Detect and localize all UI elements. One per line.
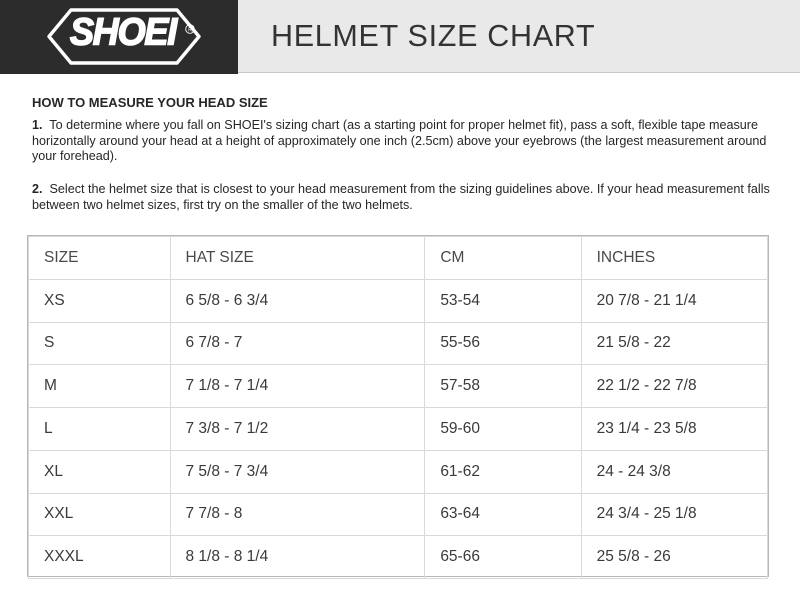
svg-text:R: R [188,27,192,33]
